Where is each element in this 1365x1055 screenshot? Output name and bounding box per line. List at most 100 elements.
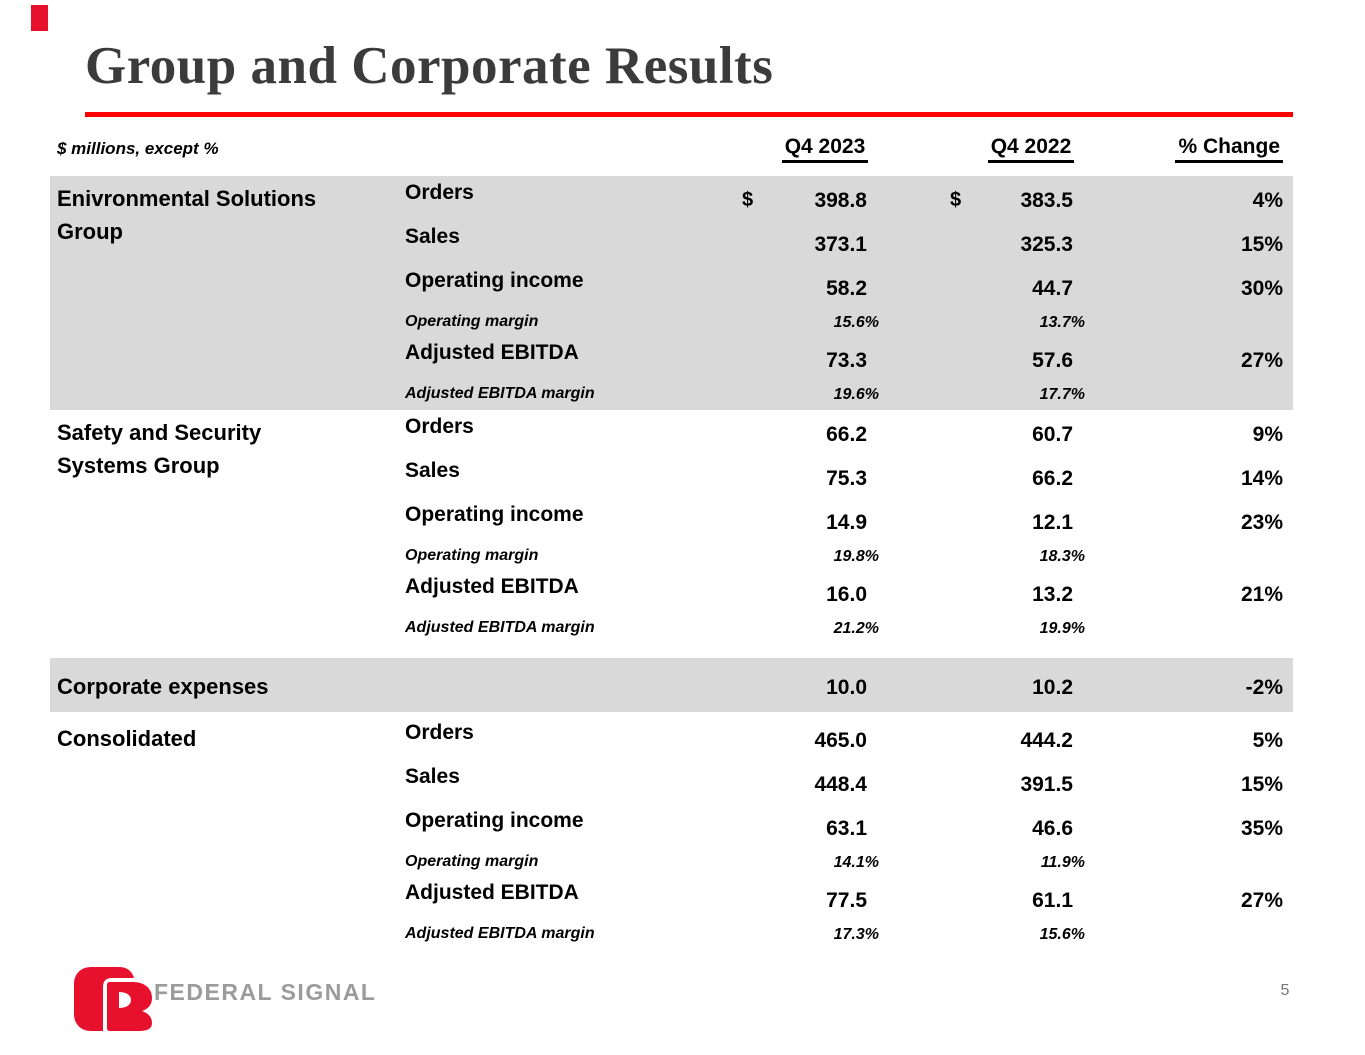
table-row: Adjusted EBITDA margin 21.2% 19.9% [50, 616, 1293, 644]
value-q4-2022: 44.7 [1032, 277, 1073, 300]
metric-label: Operating margin [405, 853, 539, 870]
value-pct-change: 4% [1252, 189, 1283, 212]
value-q4-2023: 398.8 $ [742, 189, 867, 212]
value-q4-2023: 77.5 [826, 889, 867, 912]
group-label: Consolidated [57, 726, 197, 751]
value-pct-change: 5% [1252, 729, 1283, 752]
value-q4-2023: 15.6% [833, 314, 879, 331]
table-row: Adjusted EBITDA 73.3 57.6 27% [50, 338, 1293, 382]
value-q4-2022: 60.7 [1032, 423, 1073, 446]
value-pct-change: 27% [1240, 889, 1283, 912]
value-q4-2022: 325.3 [1020, 233, 1073, 256]
value-q4-2023: 66.2 [826, 423, 867, 446]
federal-signal-logo-icon [74, 967, 152, 1031]
value-q4-2022: 18.3% [1039, 548, 1085, 565]
value-q4-2023: 17.3% [833, 926, 879, 943]
group-label: Enivronmental Solutions Group [57, 186, 317, 244]
metric-label: Orders [405, 721, 474, 744]
table-row: Operating margin 14.1% 11.9% [50, 850, 1293, 878]
metric-label: Operating income [405, 503, 584, 526]
value-q4-2023: 19.6% [833, 386, 879, 403]
value-q4-2022: 19.9% [1039, 620, 1085, 637]
value-q4-2023: 21.2% [833, 620, 879, 637]
table-row: Adjusted EBITDA margin 17.3% 15.6% [50, 922, 1293, 950]
value-q4-2023: 19.8% [833, 548, 879, 565]
metric-label: Adjusted EBITDA [405, 575, 579, 598]
title-underline-rule [85, 112, 1293, 117]
group-label: Corporate expenses [57, 674, 269, 699]
value-q4-2022: 17.7% [1039, 386, 1085, 403]
federal-signal-logo-text: FEDERAL SIGNAL [154, 979, 377, 1005]
metric-label: Orders [405, 181, 474, 204]
metric-label: Operating margin [405, 313, 539, 330]
metric-label: Adjusted EBITDA margin [405, 619, 595, 636]
metric-label: Sales [405, 459, 460, 482]
value-q4-2023: 10.0 [826, 676, 867, 699]
table-row: 10.0 10.2 -2% [50, 660, 1293, 712]
table-row: Orders 398.8 $ 383.5 $ 4% [50, 178, 1293, 222]
metric-label: Sales [405, 225, 460, 248]
value-q4-2023: 63.1 [826, 817, 867, 840]
dollar-sign: $ [742, 189, 754, 211]
value-pct-change: 9% [1252, 423, 1283, 446]
value-q4-2023: 448.4 [814, 773, 867, 796]
column-header-q4-2022: Q4 2022 [951, 135, 1111, 163]
value-q4-2022: 57.6 [1032, 349, 1073, 372]
table-row: Operating income 14.9 12.1 23% [50, 500, 1293, 544]
value-pct-change: 21% [1240, 583, 1283, 606]
table-row: Orders 66.2 60.7 9% [50, 412, 1293, 456]
table-row: Operating income 63.1 46.6 35% [50, 806, 1293, 850]
value-pct-change: 15% [1240, 773, 1283, 796]
value-pct-change: -2% [1245, 676, 1283, 699]
value-pct-change: 23% [1240, 511, 1283, 534]
value-q4-2023: 465.0 [814, 729, 867, 752]
metric-label: Operating income [405, 269, 584, 292]
value-q4-2022: 383.5 $ [950, 189, 1073, 212]
table-row: Operating income 58.2 44.7 30% [50, 266, 1293, 310]
dollar-sign: $ [950, 189, 962, 211]
value-pct-change: 35% [1240, 817, 1283, 840]
section-safety-and-security-systems-group: Safety and Security Systems Group Orders 6… [50, 410, 1293, 644]
value-q4-2023: 373.1 [814, 233, 867, 256]
value-pct-change: 14% [1240, 467, 1283, 490]
units-note: $ millions, except % [57, 139, 219, 158]
value-q4-2022: 12.1 [1032, 511, 1073, 534]
table-row: Sales 75.3 66.2 14% [50, 456, 1293, 500]
value-q4-2023: 73.3 [826, 349, 867, 372]
metric-label: Operating margin [405, 547, 539, 564]
value-q4-2023: 58.2 [826, 277, 867, 300]
metric-label: Orders [405, 415, 474, 438]
value-pct-change: 30% [1240, 277, 1283, 300]
value-q4-2022: 13.7% [1039, 314, 1085, 331]
metric-label: Adjusted EBITDA [405, 881, 579, 904]
value-q4-2022: 61.1 [1032, 889, 1073, 912]
value-q4-2022: 444.2 [1020, 729, 1073, 752]
metric-label: Adjusted EBITDA margin [405, 385, 595, 402]
table-row: Adjusted EBITDA 77.5 61.1 27% [50, 878, 1293, 922]
table-row: Orders 465.0 444.2 5% [50, 718, 1293, 762]
section-consolidated: Consolidated Orders 465.0 444.2 5% Sales 448.4… [50, 716, 1293, 950]
metric-label: Adjusted EBITDA margin [405, 925, 595, 942]
table-row: Operating margin 15.6% 13.7% [50, 310, 1293, 338]
value-q4-2023: 14.9 [826, 511, 867, 534]
value-q4-2023: 14.1% [833, 854, 879, 871]
group-label: Safety and Security Systems Group [57, 420, 262, 478]
metric-label: Operating income [405, 809, 584, 832]
value-q4-2022: 11.9% [1040, 854, 1085, 871]
metric-label: Adjusted EBITDA [405, 341, 579, 364]
value-q4-2022: 46.6 [1032, 817, 1073, 840]
value-q4-2022: 15.6% [1039, 926, 1085, 943]
column-header-pct-change: % Change [1103, 135, 1283, 163]
value-q4-2022: 391.5 [1020, 773, 1073, 796]
table-row: Adjusted EBITDA margin 19.6% 17.7% [50, 382, 1293, 410]
section-enivronmental-solutions-group: Enivronmental Solutions Group Orders 398.8… [50, 176, 1293, 410]
table-row: Operating margin 19.8% 18.3% [50, 544, 1293, 572]
value-pct-change: 15% [1240, 233, 1283, 256]
value-q4-2023: 75.3 [826, 467, 867, 490]
table-row: Sales 373.1 325.3 15% [50, 222, 1293, 266]
column-header-q4-2023: Q4 2023 [745, 135, 905, 163]
value-pct-change: 27% [1240, 349, 1283, 372]
red-accent-mark [31, 5, 48, 31]
table-row: Sales 448.4 391.5 15% [50, 762, 1293, 806]
